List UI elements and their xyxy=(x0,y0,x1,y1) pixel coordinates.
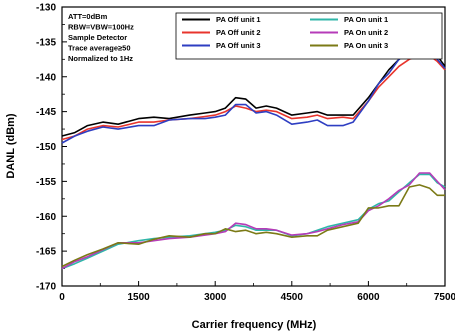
legend-box xyxy=(175,12,443,60)
annotation-line: Normalized to 1Hz xyxy=(68,54,133,63)
x-axis-title: Carrier frequency (MHz) xyxy=(192,319,317,331)
x-tick-label: 6000 xyxy=(357,292,380,303)
x-tick-label: 3000 xyxy=(204,292,227,303)
annotation-line: Sample Detector xyxy=(68,33,127,42)
series-line-6 xyxy=(61,184,445,268)
y-tick-label: -165 xyxy=(36,247,56,258)
series-lines xyxy=(61,48,446,270)
annotation-line: ATT=0dBm xyxy=(68,12,108,21)
series-line-4 xyxy=(61,173,446,270)
y-tick-label: -150 xyxy=(36,142,56,153)
y-axis-title: DANL (dBm) xyxy=(5,113,17,179)
series-line-3 xyxy=(61,48,446,144)
x-axis-ticks: 0 1500 3000 4500 6000 7500 xyxy=(59,281,455,303)
legend-label: PA Off unit 1 xyxy=(216,15,261,24)
y-tick-label: -170 xyxy=(36,282,56,293)
y-tick-label: -155 xyxy=(36,177,56,188)
y-tick-label: -135 xyxy=(36,37,56,48)
x-tick-label: 4500 xyxy=(281,292,304,303)
annotation-line: RBW=VBW=100Hz xyxy=(68,23,134,32)
legend-label: PA Off unit 2 xyxy=(216,28,261,37)
annotation-line: Trace average≥50 xyxy=(68,44,131,53)
series-line-5 xyxy=(61,172,446,270)
x-tick-label: 7500 xyxy=(434,292,455,303)
x-tick-label: 1500 xyxy=(127,292,150,303)
y-tick-label: -140 xyxy=(36,72,56,83)
legend-label: PA On unit 2 xyxy=(344,28,388,37)
y-tick-label: -145 xyxy=(36,107,56,118)
series-line-2 xyxy=(61,54,446,141)
legend-label: PA On unit 3 xyxy=(344,41,388,50)
legend-label: PA Off unit 3 xyxy=(216,41,261,50)
y-tick-label: -130 xyxy=(36,3,56,14)
legend-label: PA On unit 1 xyxy=(344,15,388,24)
y-tick-label: -160 xyxy=(36,212,56,223)
x-tick-label: 0 xyxy=(59,292,65,303)
y-axis-ticks: -170 -165 -160 -155 -150 -145 -140 -135 -130 xyxy=(36,3,67,293)
legend: PA Off unit 1 PA Off unit 2 PA Off unit 3 P… xyxy=(182,15,388,50)
